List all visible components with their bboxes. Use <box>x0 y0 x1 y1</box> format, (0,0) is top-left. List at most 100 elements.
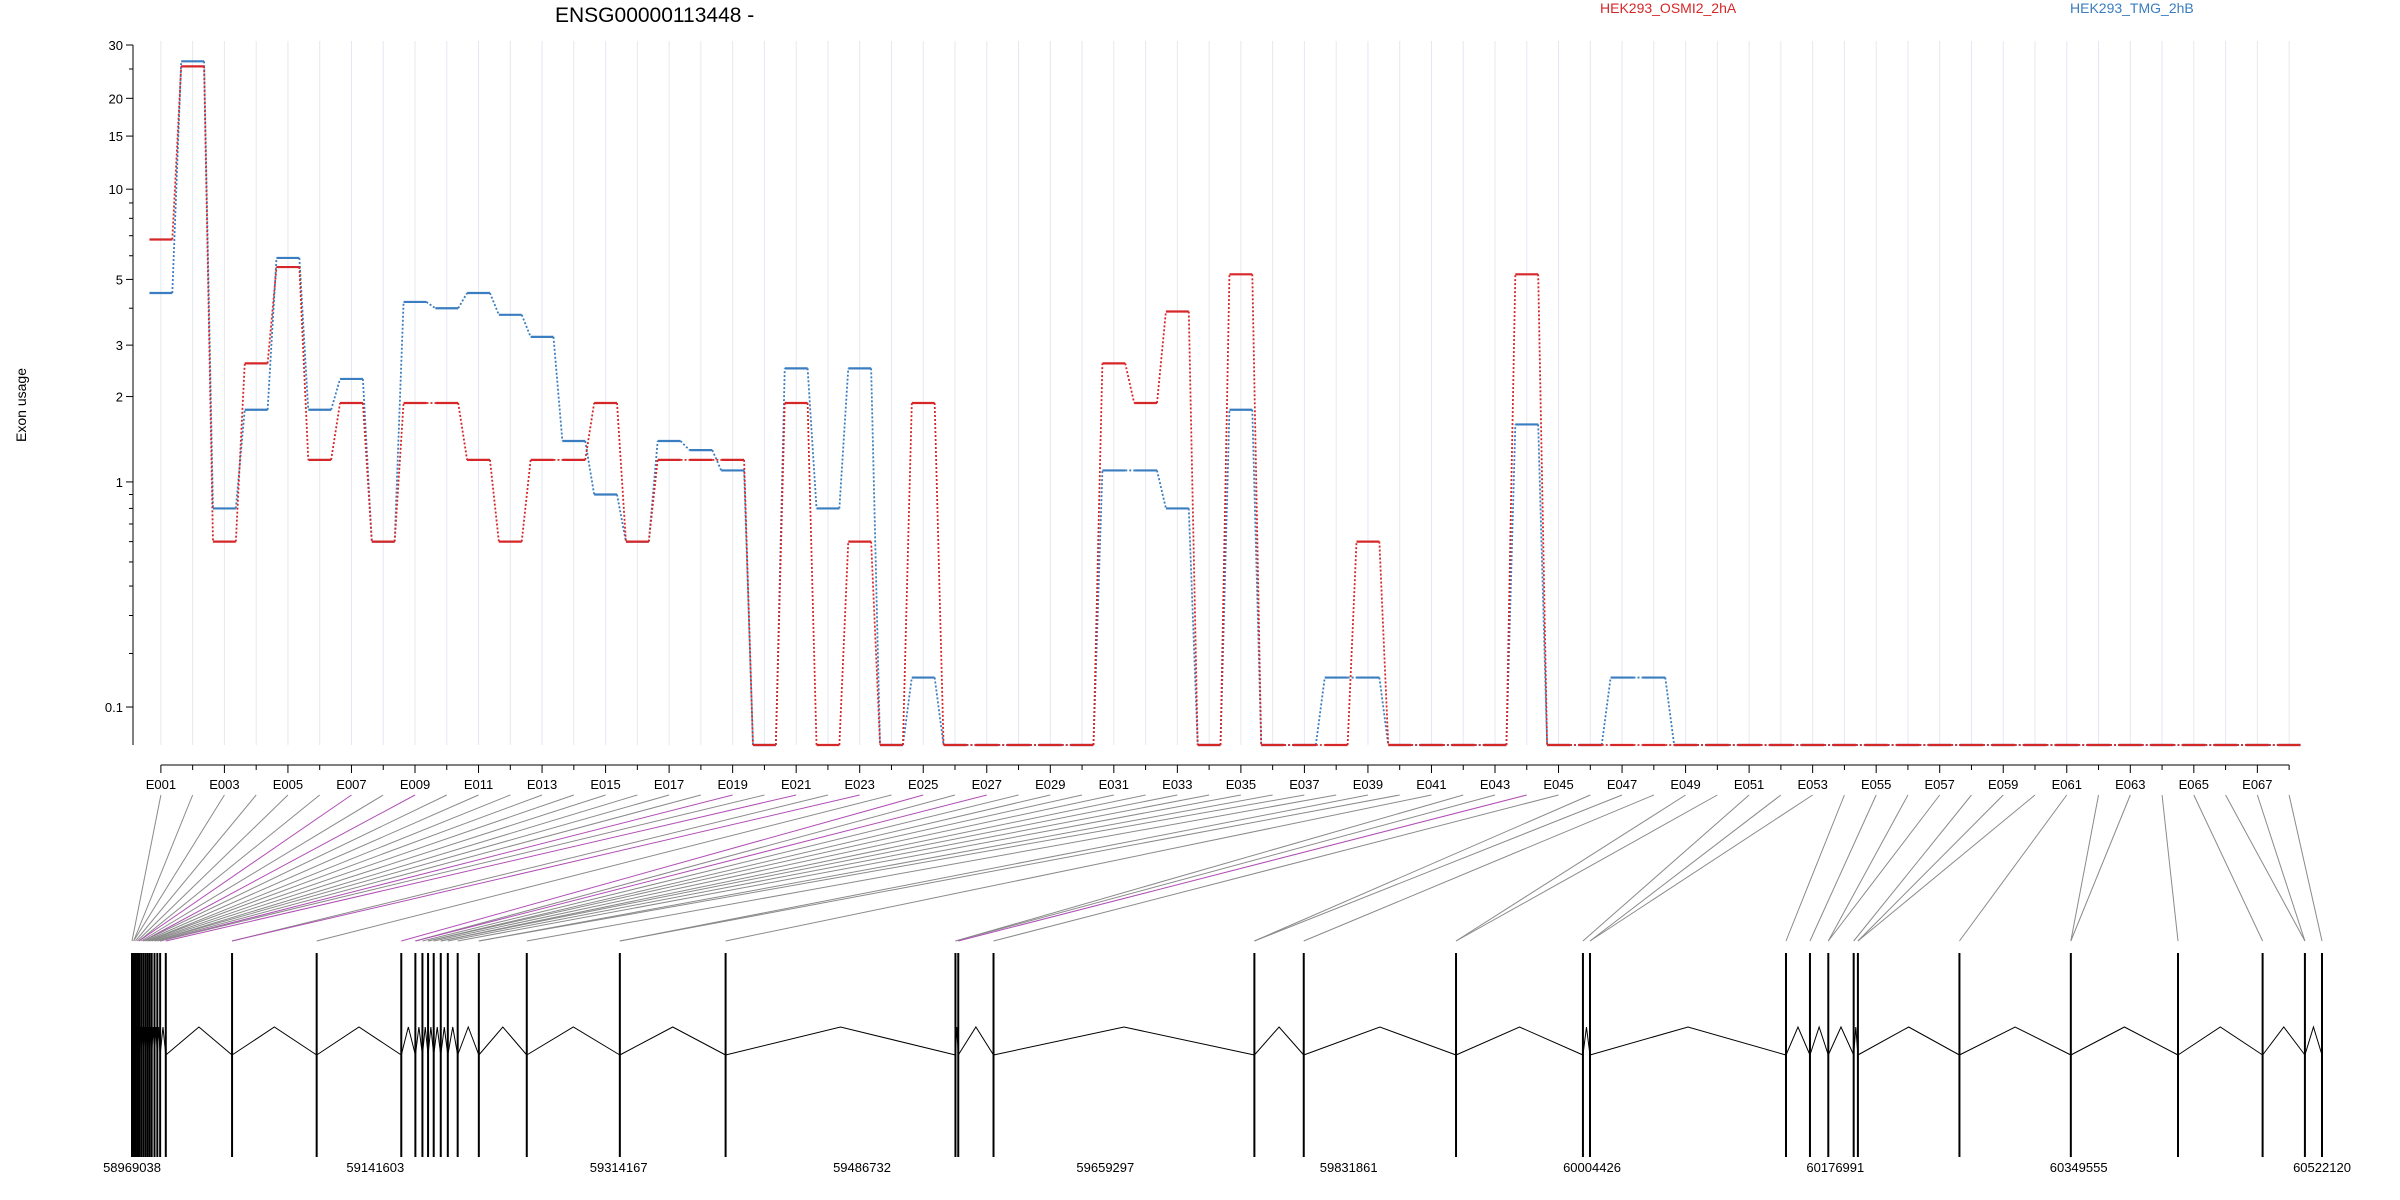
genomic-coordinate-label: 58969038 <box>103 1160 161 1175</box>
genomic-coordinate-label: 60176991 <box>1806 1160 1864 1175</box>
connector <box>520 314 532 338</box>
connector <box>902 677 913 746</box>
exon-link <box>145 794 479 942</box>
exon-link <box>955 794 1464 942</box>
connector <box>1187 508 1199 746</box>
exon-label: E019 <box>717 777 747 792</box>
exon-link <box>1857 794 2036 942</box>
intron-chevron <box>1582 1026 1591 1056</box>
connector <box>489 292 500 316</box>
exon-link <box>1827 794 1941 942</box>
exon-link <box>447 794 1210 942</box>
intron-chevron <box>1809 1025 1829 1056</box>
intron-chevron <box>1785 1025 1811 1056</box>
exon-link <box>433 794 1114 942</box>
intron-chevron <box>134 1026 138 1056</box>
connector <box>234 363 246 542</box>
exon-label: E051 <box>1734 777 1764 792</box>
y-axis-label: Exon usage <box>13 368 29 442</box>
exon-link <box>526 794 1337 942</box>
connector <box>870 541 881 746</box>
intron-chevron <box>1853 1026 1859 1056</box>
connector <box>1378 541 1390 746</box>
exon-link <box>140 794 384 942</box>
exon-link <box>1254 794 1591 942</box>
connector <box>584 402 596 461</box>
series-0 <box>149 65 2301 747</box>
exon-link <box>131 794 162 942</box>
exon-link <box>2161 794 2179 942</box>
exon-label: E057 <box>1925 777 1955 792</box>
exon-link <box>147 794 511 942</box>
exon-label: E023 <box>845 777 875 792</box>
connector <box>1219 274 1231 746</box>
exon-link <box>138 794 352 942</box>
connector <box>806 402 818 746</box>
connector <box>584 440 596 495</box>
exon-link <box>415 794 956 942</box>
intron-chevron <box>447 1026 459 1056</box>
y-axis: 0.1 1 2 3 5 10 15 20 30 <box>105 38 134 745</box>
exon-to-genome-links <box>131 794 2323 942</box>
connector <box>647 440 659 542</box>
exon-link <box>316 794 892 942</box>
exon-link <box>2070 794 2131 942</box>
intron-chevron <box>2304 1025 2323 1056</box>
exon-label: E063 <box>2115 777 2145 792</box>
exon-label: E033 <box>1162 777 1192 792</box>
exon-link <box>1254 794 1623 942</box>
connector <box>489 459 500 542</box>
exon-label: E035 <box>1226 777 1256 792</box>
exon-link <box>440 794 1178 942</box>
exon-link <box>136 794 289 942</box>
exon-link <box>1853 794 1972 942</box>
exon-link <box>138 794 321 942</box>
intron-chevron <box>440 1026 449 1056</box>
connector <box>425 301 436 309</box>
connector <box>806 368 818 509</box>
exon-label: E059 <box>1988 777 2018 792</box>
exon-link <box>157 794 702 942</box>
exon-label: E055 <box>1861 777 1891 792</box>
intron-chevron <box>725 1026 956 1056</box>
intron-chevron <box>1303 1026 1457 1056</box>
connector <box>616 402 627 542</box>
connector <box>457 292 468 309</box>
exon-label: E061 <box>2052 777 2082 792</box>
exon-link <box>147 794 543 942</box>
connector <box>171 61 183 294</box>
connector <box>1156 311 1167 404</box>
y-tick-label: 30 <box>109 38 123 53</box>
connector <box>362 402 373 542</box>
intron-chevron <box>957 1026 994 1056</box>
legend-entry-tmg: HEK293_TMG_2hB <box>2070 0 2194 16</box>
connector <box>1251 274 1263 746</box>
exon-link <box>1589 794 1782 942</box>
exon-link <box>1959 794 2068 942</box>
exon-label: E001 <box>146 777 176 792</box>
exon-link <box>427 794 1083 942</box>
connector <box>1346 541 1358 746</box>
exon-link <box>1785 794 1845 942</box>
exon-axis: E001 E003 E005 E007 E009 E011 E013 E015 E017 E019… <box>146 764 2290 792</box>
vertical-gridlines <box>160 41 2290 745</box>
exon-link <box>619 794 1369 942</box>
intron-chevron <box>131 1026 135 1056</box>
genomic-coordinate-label: 59141603 <box>346 1160 404 1175</box>
exon-label: E029 <box>1035 777 1065 792</box>
intron-chevron <box>414 1026 423 1056</box>
connector <box>1537 274 1548 746</box>
exon-link <box>1455 794 1686 942</box>
intron-chevron <box>140 1026 144 1056</box>
intron-chevron <box>478 1026 528 1056</box>
exon-link <box>2288 794 2323 942</box>
connector <box>1664 677 1676 746</box>
connector <box>902 402 913 746</box>
connector <box>1219 409 1231 746</box>
intron-chevron <box>1254 1026 1305 1056</box>
intron-chevron <box>1455 1026 1584 1056</box>
exon-label: E039 <box>1353 777 1383 792</box>
genomic-coordinate-label: 60522120 <box>2293 1160 2351 1175</box>
exon-link <box>135 794 257 942</box>
